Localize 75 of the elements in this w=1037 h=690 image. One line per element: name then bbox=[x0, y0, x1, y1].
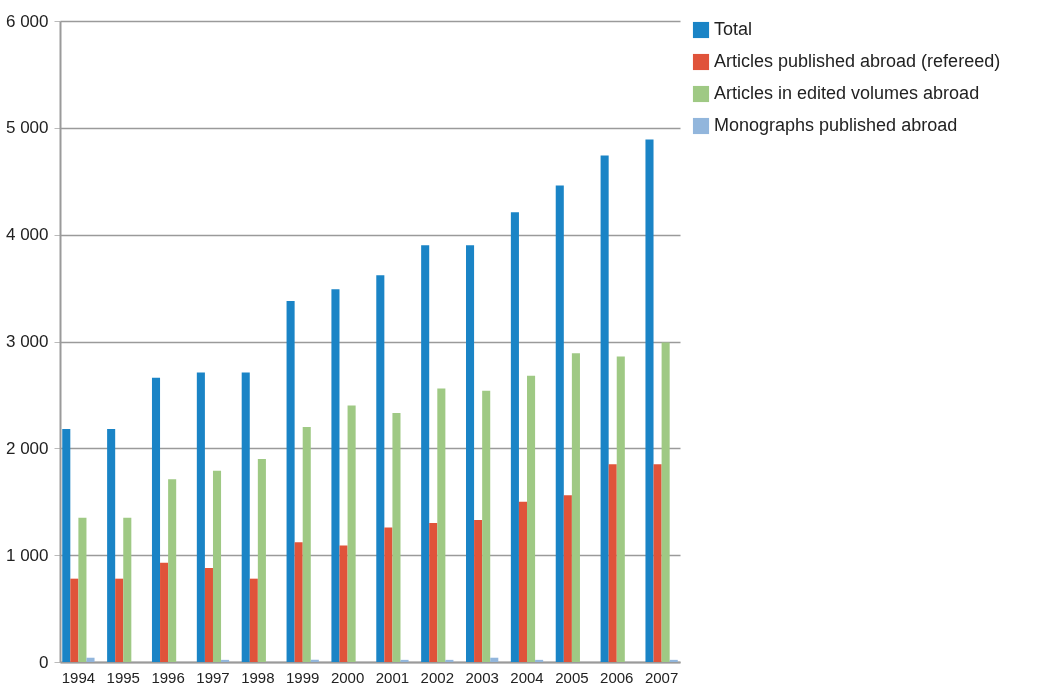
bar bbox=[571, 353, 580, 662]
legend-label: Articles in edited volumes abroad bbox=[714, 83, 980, 103]
bar bbox=[204, 567, 213, 662]
bar bbox=[392, 413, 401, 662]
bar bbox=[661, 342, 670, 662]
y-tick-label: 5 000 bbox=[5, 118, 49, 138]
bar bbox=[445, 659, 454, 662]
bar bbox=[466, 245, 475, 662]
x-tick-label: 2003 bbox=[465, 668, 499, 686]
bar bbox=[249, 578, 258, 662]
bar bbox=[241, 372, 250, 662]
legend-label: Articles published abroad (refereed) bbox=[714, 51, 1001, 71]
bar bbox=[384, 527, 393, 662]
y-tick-label: 2 000 bbox=[5, 438, 49, 458]
bar bbox=[474, 519, 483, 662]
bar bbox=[115, 578, 124, 662]
bar bbox=[645, 139, 654, 662]
bar bbox=[70, 578, 79, 662]
x-tick-label: 1995 bbox=[106, 668, 140, 686]
bar bbox=[294, 542, 303, 662]
x-tick-label: 1994 bbox=[61, 668, 96, 686]
bar bbox=[257, 459, 266, 662]
bar bbox=[482, 390, 491, 662]
bar bbox=[518, 501, 528, 662]
bar bbox=[600, 155, 609, 662]
bar bbox=[339, 545, 348, 662]
x-tick-label: 2005 bbox=[555, 668, 589, 686]
bar bbox=[535, 659, 544, 662]
x-tick-label: 2001 bbox=[375, 668, 410, 686]
bar bbox=[221, 659, 230, 662]
bar bbox=[376, 275, 385, 662]
bar bbox=[168, 479, 177, 662]
bar bbox=[347, 405, 356, 662]
bar bbox=[107, 429, 116, 662]
x-tick-label: 1998 bbox=[241, 668, 275, 686]
bar bbox=[331, 289, 340, 662]
y-tick-label: 4 000 bbox=[5, 225, 49, 245]
bar bbox=[527, 375, 536, 662]
bar bbox=[62, 429, 71, 662]
x-tick-label: 1996 bbox=[151, 668, 185, 686]
bar bbox=[669, 659, 678, 662]
bar bbox=[151, 377, 161, 662]
bar bbox=[421, 245, 430, 662]
bar bbox=[400, 659, 409, 662]
y-tick-label: 1 000 bbox=[5, 545, 49, 565]
bar bbox=[429, 523, 438, 662]
legend-label: Monographs published abroad bbox=[714, 115, 958, 135]
bar bbox=[608, 464, 617, 662]
bar bbox=[196, 372, 205, 662]
bar bbox=[510, 212, 519, 662]
bar bbox=[78, 517, 87, 662]
x-tick-label: 1997 bbox=[196, 668, 230, 686]
legend-label: Total bbox=[714, 19, 753, 39]
x-tick-label: 2002 bbox=[420, 668, 454, 686]
bar bbox=[653, 464, 662, 662]
bar bbox=[555, 185, 564, 662]
bar bbox=[563, 495, 572, 662]
y-tick-label: 0 bbox=[39, 652, 49, 672]
x-tick-label: 2004 bbox=[510, 668, 544, 686]
bar bbox=[123, 517, 132, 662]
bar bbox=[490, 657, 499, 662]
x-tick-label: 2007 bbox=[644, 668, 679, 686]
x-tick-label: 2006 bbox=[600, 668, 634, 686]
bar bbox=[310, 659, 319, 662]
y-tick-label: 3 000 bbox=[5, 332, 49, 351]
bar bbox=[616, 356, 625, 662]
bar bbox=[286, 300, 295, 662]
bar bbox=[160, 562, 169, 662]
x-tick-label: 2000 bbox=[330, 668, 365, 686]
bar bbox=[212, 470, 222, 662]
y-tick-label: 6 000 bbox=[5, 11, 49, 31]
bar bbox=[86, 657, 95, 662]
bar bbox=[437, 388, 446, 662]
x-tick-label: 1999 bbox=[286, 668, 320, 686]
bar bbox=[302, 426, 311, 662]
